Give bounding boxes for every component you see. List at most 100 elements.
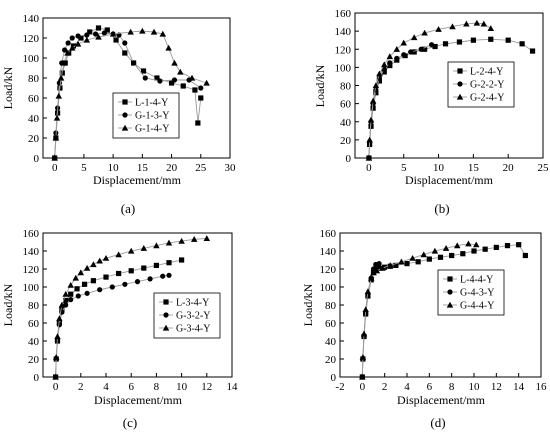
- data-point: [58, 301, 66, 308]
- data-point: [401, 52, 407, 58]
- legend-entry: G-1-3-Y: [135, 111, 169, 122]
- data-point: [104, 27, 110, 33]
- panel-b: 0 5 10 15 20 25 0 20 40 60 80 100 120 140 160 Displacem…: [313, 8, 549, 216]
- data-point: [454, 242, 461, 249]
- data-point: [428, 42, 435, 48]
- x-tick-label: 14: [513, 381, 525, 393]
- data-point: [51, 154, 58, 161]
- data-point: [504, 243, 511, 249]
- data-point: [470, 37, 476, 43]
- data-point: [473, 19, 481, 26]
- data-point: [366, 136, 373, 143]
- series-line: [55, 274, 170, 378]
- legend-marker: [163, 312, 169, 318]
- data-point: [456, 39, 463, 45]
- data-point: [449, 252, 455, 259]
- data-point: [159, 30, 167, 37]
- y-tick-label: 120: [23, 264, 40, 276]
- y-tick-label: 40: [28, 113, 40, 125]
- data-point: [372, 82, 380, 89]
- data-point: [63, 297, 69, 304]
- y-axis-label: Load/kN: [1, 66, 15, 109]
- data-point: [420, 251, 427, 258]
- legend-entry: L-2-4-Y: [470, 67, 503, 78]
- data-point: [64, 49, 71, 56]
- data-point: [505, 37, 511, 43]
- y-tick-label: 140: [23, 246, 40, 258]
- data-point: [364, 288, 372, 295]
- y-tick-label: 100: [23, 282, 40, 294]
- data-point: [408, 49, 414, 55]
- y-tick-label: 20: [28, 354, 40, 366]
- data-point: [449, 23, 456, 30]
- data-point: [54, 333, 61, 340]
- data-point: [90, 278, 96, 284]
- data-point: [380, 61, 388, 68]
- y-axis-label: Load/kN: [301, 283, 315, 326]
- data-point: [482, 246, 488, 252]
- data-point: [198, 85, 204, 91]
- y-tick-label: 100: [335, 62, 352, 74]
- y-tick-label: 0: [346, 153, 352, 165]
- data-point: [113, 37, 119, 43]
- x-axis-label: Displacement/mm: [94, 393, 183, 407]
- x-tick-label: 15: [137, 162, 149, 174]
- x-tick-label: 15: [468, 162, 480, 174]
- data-point: [62, 47, 68, 53]
- data-point: [192, 87, 198, 93]
- data-point: [178, 237, 185, 244]
- data-point: [365, 154, 373, 161]
- data-point: [369, 97, 377, 104]
- data-point: [53, 114, 61, 121]
- x-tick-label: 20: [503, 162, 515, 174]
- data-point: [87, 29, 93, 35]
- y-tick-label: 80: [28, 73, 40, 85]
- panel-label: (b): [434, 201, 449, 216]
- data-point: [168, 80, 175, 86]
- data-point: [134, 279, 141, 285]
- legend-entry: G-2-2-Y: [470, 80, 504, 91]
- data-point: [393, 262, 399, 268]
- data-point: [56, 315, 63, 322]
- data-point: [165, 44, 172, 51]
- x-tick-label: 12: [491, 381, 502, 393]
- y-tick-label: 140: [23, 13, 40, 25]
- x-tick-label: 0: [366, 162, 372, 174]
- data-point: [488, 36, 494, 42]
- x-tick-label: 5: [81, 162, 87, 174]
- data-point: [376, 265, 382, 271]
- x-tick-label: 25: [538, 162, 550, 174]
- y-tick-label: 40: [28, 336, 40, 348]
- y-tick-label: 160: [335, 8, 352, 20]
- data-point: [109, 30, 117, 37]
- data-point: [516, 242, 522, 248]
- data-point: [435, 26, 442, 32]
- data-point: [442, 41, 449, 47]
- data-point: [493, 244, 499, 250]
- y-tick-label: 140: [335, 26, 352, 38]
- data-point: [431, 247, 439, 254]
- x-tick-label: 12: [201, 381, 212, 393]
- data-point: [70, 43, 76, 49]
- legend-entry: G-2-4-Y: [470, 93, 504, 104]
- x-tick-label: 2: [382, 381, 388, 393]
- y-tick-label: 0: [331, 372, 337, 384]
- legend-entry: G-3-4-Y: [176, 324, 210, 335]
- data-point: [370, 269, 377, 276]
- data-point: [56, 322, 62, 328]
- y-tick-label: 40: [340, 117, 352, 129]
- data-point: [203, 79, 210, 86]
- y-tick-label: 80: [28, 300, 40, 312]
- data-point: [153, 242, 160, 249]
- data-point: [154, 75, 160, 81]
- legend-marker: [122, 112, 128, 118]
- data-point: [376, 261, 382, 267]
- data-point: [95, 25, 102, 31]
- data-point: [373, 90, 379, 96]
- data-point: [103, 274, 109, 280]
- x-axis-label: Displacement/mm: [93, 173, 182, 187]
- data-point: [65, 40, 71, 46]
- data-point: [57, 74, 65, 81]
- data-point: [97, 287, 103, 293]
